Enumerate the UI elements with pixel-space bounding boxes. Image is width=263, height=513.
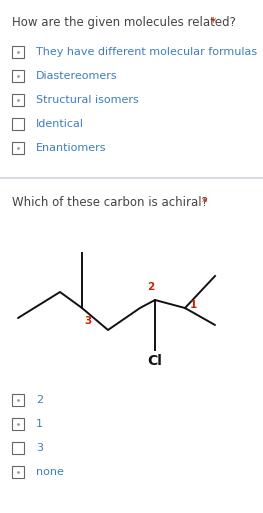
Text: They have different molecular formulas: They have different molecular formulas xyxy=(36,47,257,57)
Text: Enantiomers: Enantiomers xyxy=(36,143,107,153)
Bar xyxy=(12,70,24,82)
Text: Identical: Identical xyxy=(36,119,84,129)
Text: 3: 3 xyxy=(84,316,91,326)
Text: *: * xyxy=(207,16,217,29)
Bar xyxy=(12,466,24,478)
Text: none: none xyxy=(36,467,64,477)
Text: *: * xyxy=(198,196,208,209)
Text: Structural isomers: Structural isomers xyxy=(36,95,139,105)
Bar xyxy=(12,118,24,130)
Text: Cl: Cl xyxy=(148,354,163,368)
Text: 1: 1 xyxy=(190,300,197,310)
Text: 1: 1 xyxy=(36,419,43,429)
Text: 2: 2 xyxy=(36,395,43,405)
Bar xyxy=(12,142,24,154)
Bar xyxy=(12,442,24,454)
Text: How are the given molecules related?: How are the given molecules related? xyxy=(12,16,240,29)
Bar xyxy=(12,94,24,106)
Bar xyxy=(12,394,24,406)
Text: 3: 3 xyxy=(36,443,43,453)
Text: Which of these carbon is achiral?: Which of these carbon is achiral? xyxy=(12,196,212,209)
Bar xyxy=(12,418,24,430)
Text: 2: 2 xyxy=(147,282,154,292)
Text: Diastereomers: Diastereomers xyxy=(36,71,118,81)
Bar xyxy=(12,46,24,58)
